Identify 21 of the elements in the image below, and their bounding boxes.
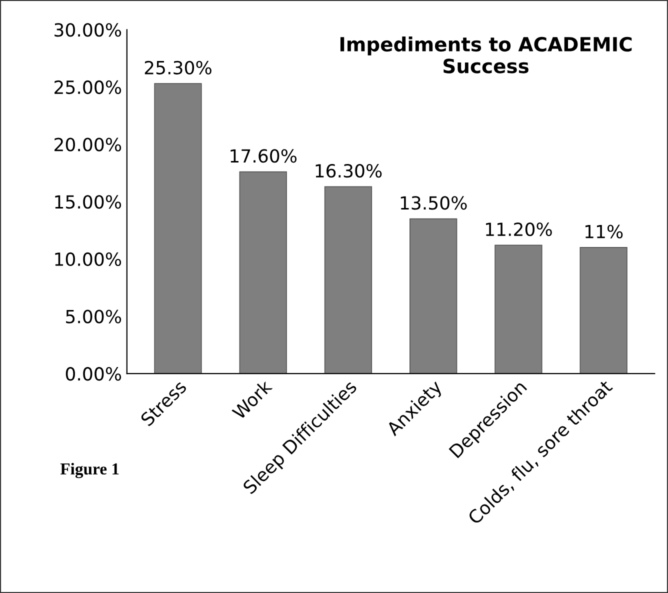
data-label: 25.30% (144, 60, 212, 74)
bar (324, 186, 372, 374)
bar (239, 171, 287, 374)
bar (494, 244, 542, 374)
bar (410, 218, 458, 374)
data-label: 11% (585, 224, 623, 238)
y-tick-label: 20.00% (54, 138, 122, 152)
y-tick-label: 25.00% (54, 80, 122, 94)
text: Impediments to ACADEMIC Success (340, 36, 632, 74)
data-label: 16.30% (316, 164, 382, 178)
y-tick-label: 5.00% (66, 310, 122, 324)
y-tick-label: 15.00% (55, 195, 122, 209)
data-label: 13.50% (400, 196, 467, 210)
y-tick-label: 0.00% (66, 367, 122, 381)
y-tick-label: 10.00% (55, 252, 122, 266)
caption: Figure 1 (60, 462, 119, 478)
y-tick-label: 30.00% (54, 23, 122, 37)
bar (154, 83, 202, 374)
data-label: 17.60% (230, 149, 297, 163)
bar (580, 247, 628, 374)
data-label: 11.20% (486, 222, 552, 236)
